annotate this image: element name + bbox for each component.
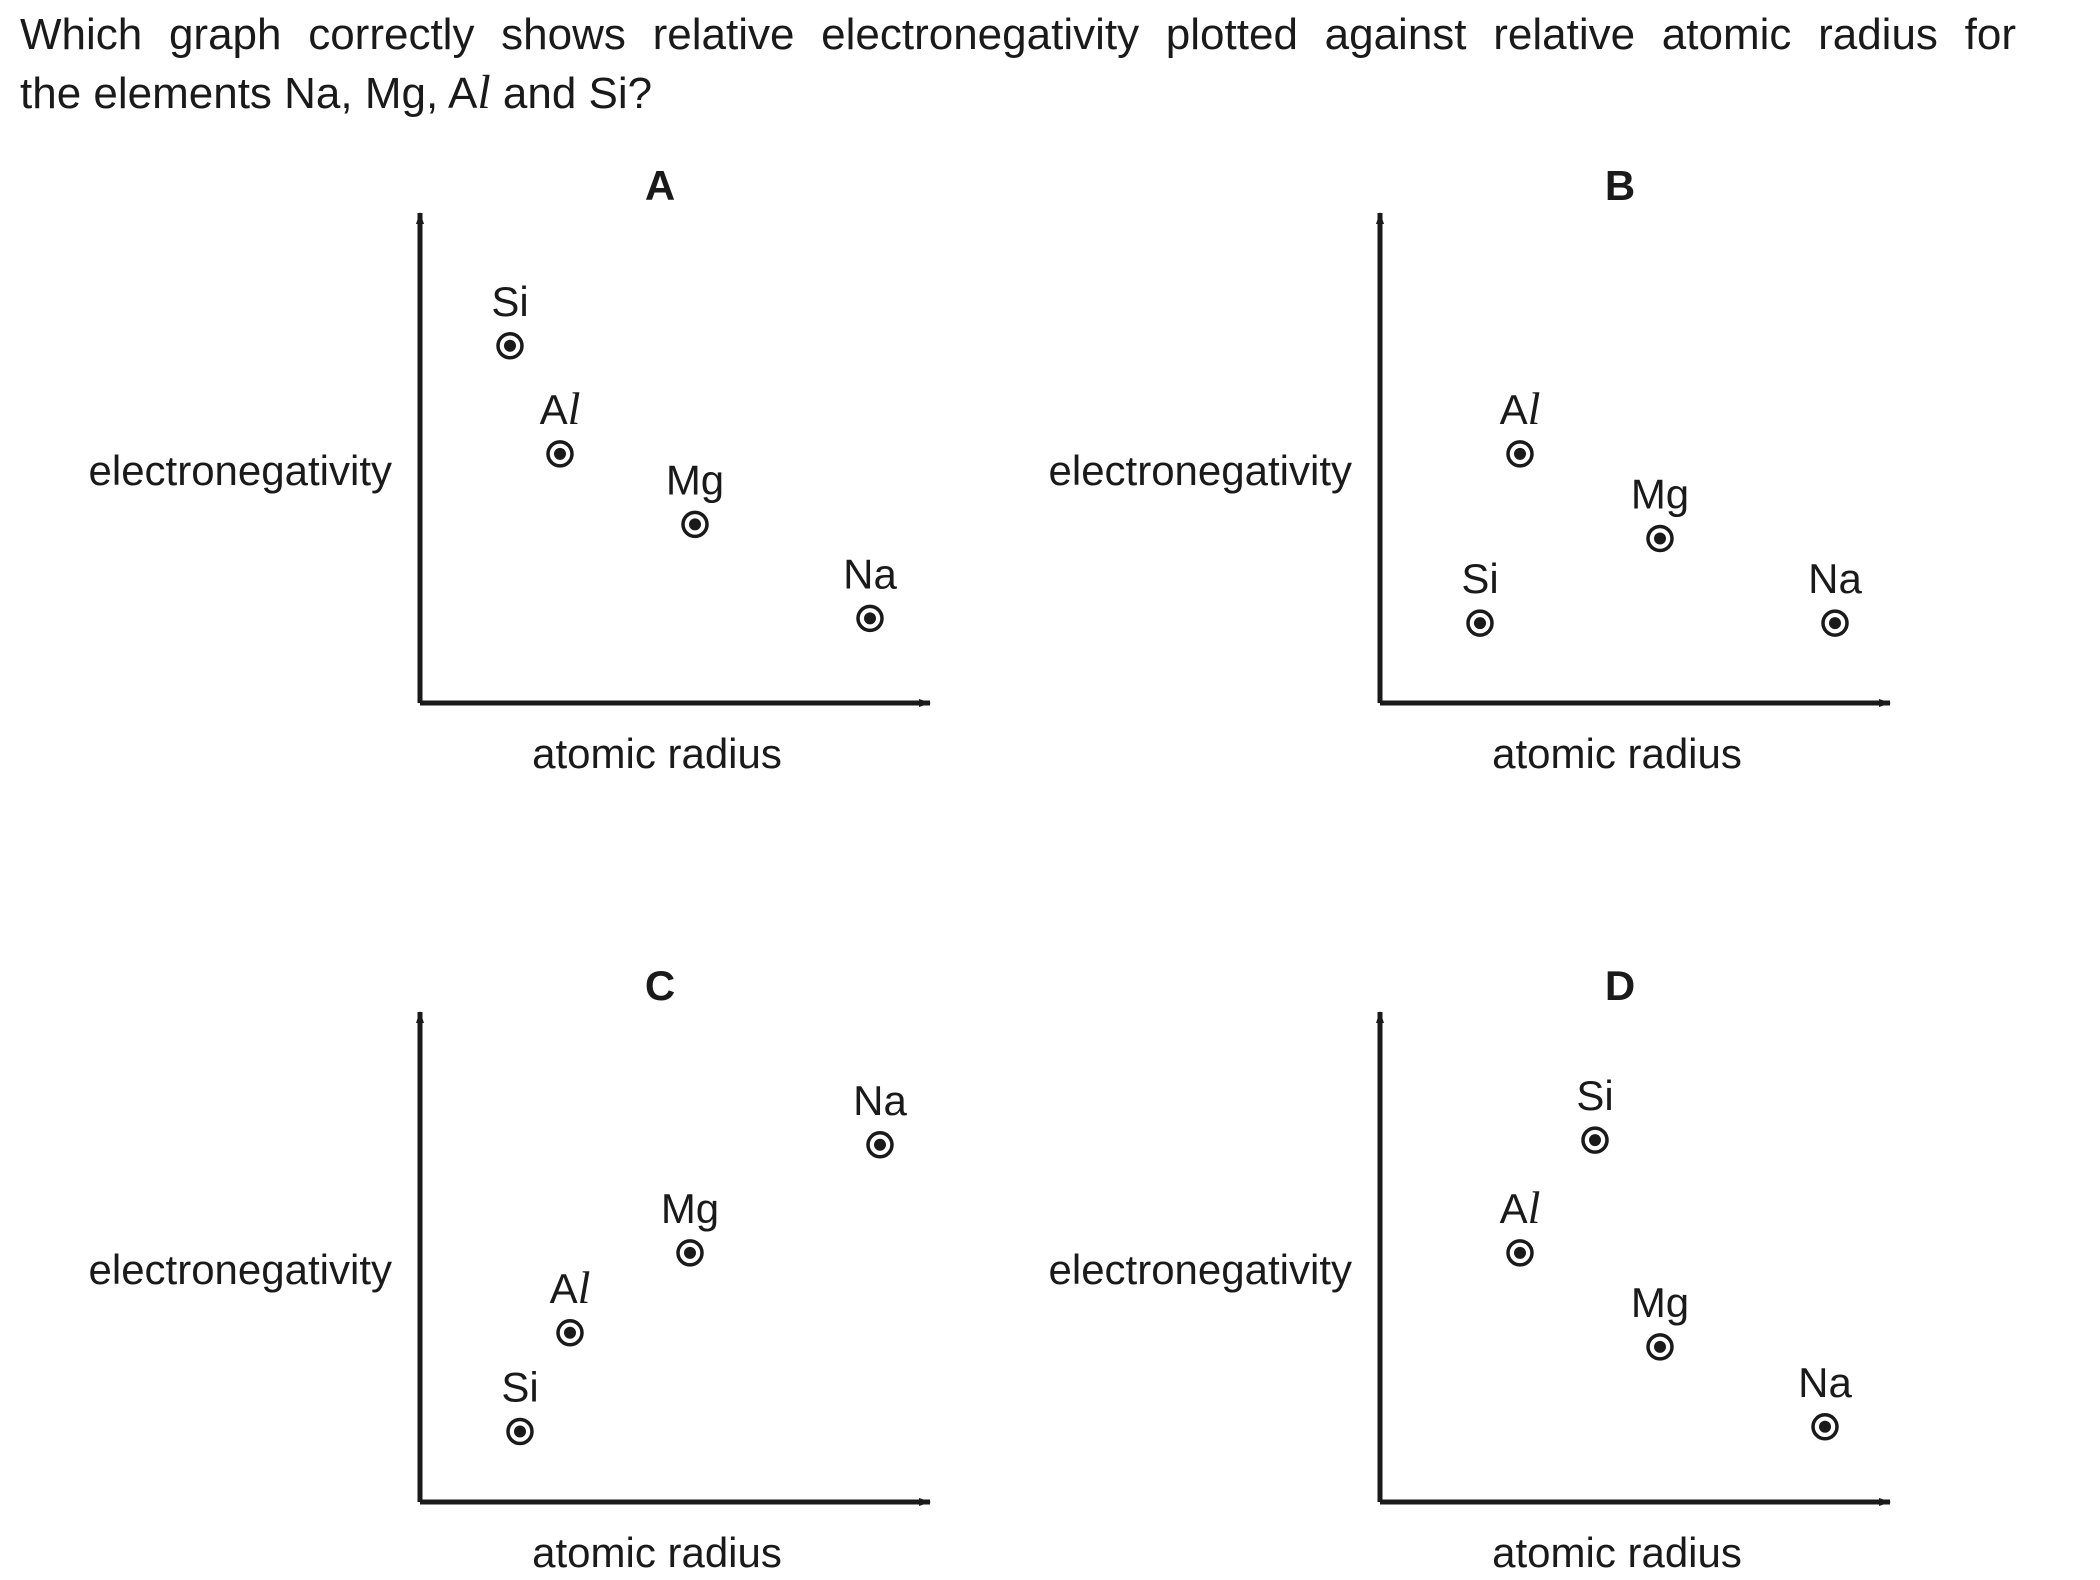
data-point-dot-mg	[1654, 1340, 1666, 1353]
y-axis-label: electronegativity	[89, 1246, 393, 1293]
x-axis-label: atomic radius	[532, 730, 782, 777]
point-label-mg: Mg	[666, 456, 724, 503]
chart-title: D	[1605, 962, 1635, 1009]
point-label-na: Na	[1808, 555, 1862, 602]
data-point-dot-mg	[684, 1246, 696, 1259]
x-axis-label: atomic radius	[1492, 730, 1742, 777]
data-point-dot-al	[1514, 1246, 1526, 1259]
point-label-na: Na	[843, 550, 897, 597]
data-point-dot-mg	[1654, 532, 1666, 545]
y-axis-label: electronegativity	[1049, 1246, 1353, 1293]
x-axis-label: atomic radius	[1492, 1529, 1742, 1576]
question-text: Which graph correctly shows relative ele…	[20, 6, 2016, 123]
data-point-dot-si	[1474, 617, 1486, 630]
data-point-dot-na	[1819, 1420, 1831, 1433]
data-point-dot-si	[514, 1425, 526, 1438]
data-point-dot-si	[1589, 1134, 1601, 1147]
chart-title: B	[1605, 162, 1635, 209]
data-point-dot-si	[504, 339, 516, 352]
point-label-mg: Mg	[1631, 1279, 1689, 1326]
data-point-dot-al	[564, 1326, 576, 1339]
data-point-dot-na	[874, 1138, 886, 1151]
question-line-2: the elements Na, Mg, Al and Si?	[20, 64, 2016, 123]
y-axis-label: electronegativity	[89, 447, 393, 494]
point-label-al: Al	[1500, 1182, 1541, 1233]
point-label-na: Na	[1798, 1359, 1852, 1406]
point-label-si: Si	[1461, 555, 1498, 602]
x-axis-label: atomic radius	[532, 1529, 782, 1576]
data-point-dot-na	[1829, 617, 1841, 630]
data-point-dot-al	[1514, 447, 1526, 460]
point-label-si: Si	[501, 1364, 538, 1411]
point-label-mg: Mg	[661, 1185, 719, 1232]
point-label-si: Si	[491, 278, 528, 325]
question-line-2-italic: l	[477, 66, 491, 119]
point-label-al: Al	[540, 383, 581, 434]
chart-title: A	[645, 162, 675, 209]
point-label-si: Si	[1576, 1072, 1613, 1119]
y-axis-label: electronegativity	[1049, 447, 1353, 494]
data-point-dot-mg	[689, 518, 701, 531]
point-label-na: Na	[853, 1077, 907, 1124]
point-label-al: Al	[1500, 383, 1541, 434]
question-line-2-start: the elements Na, Mg, A	[20, 69, 478, 118]
point-label-mg: Mg	[1631, 471, 1689, 518]
data-point-dot-al	[554, 447, 566, 460]
question-line-2-end: and Si?	[490, 69, 653, 118]
chart-title: C	[645, 962, 675, 1009]
question-line-1: Which graph correctly shows relative ele…	[20, 10, 2016, 59]
point-label-al: Al	[550, 1262, 591, 1313]
data-point-dot-na	[864, 612, 876, 625]
